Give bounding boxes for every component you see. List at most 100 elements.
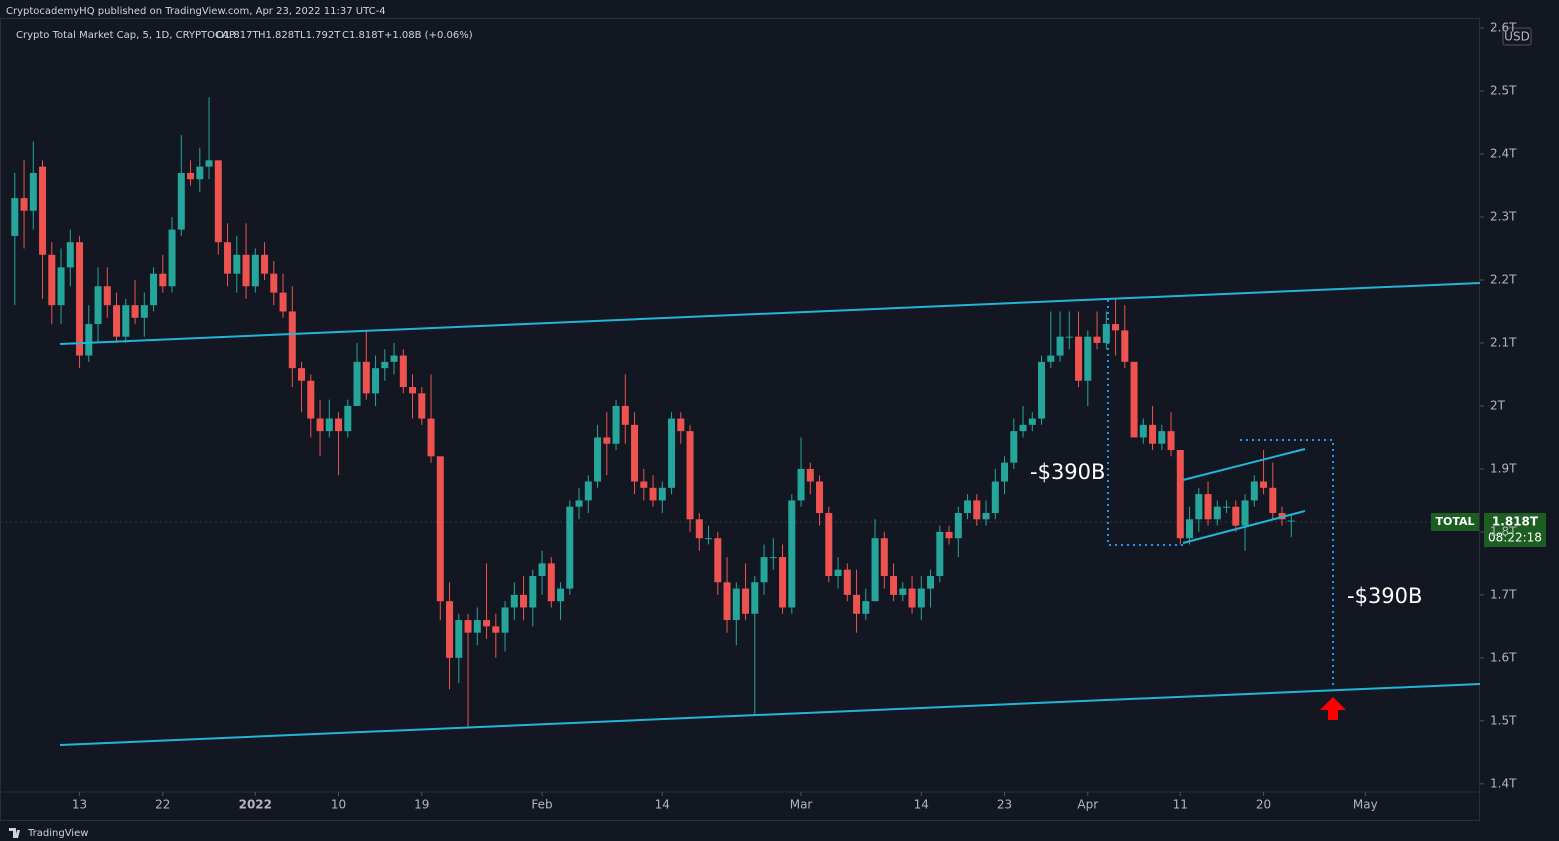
candle-body xyxy=(140,305,148,318)
candle-body xyxy=(1010,431,1018,463)
candle-body xyxy=(871,538,879,602)
candle-body xyxy=(1075,336,1083,381)
candle-body xyxy=(1149,424,1157,444)
candle-body xyxy=(964,500,972,514)
candle-body xyxy=(991,481,999,514)
candle-body xyxy=(806,468,814,482)
y-tick-label: 2.6T xyxy=(1490,21,1517,35)
price-tag-countdown: 08:22:18 xyxy=(1488,531,1542,545)
candle-body xyxy=(344,405,352,432)
ohlc-change: +1.08B (+0.06%) xyxy=(384,30,473,41)
candle-body xyxy=(603,437,611,444)
candle-body xyxy=(936,531,944,576)
x-tick-label: 14 xyxy=(914,798,929,812)
candle-body xyxy=(131,305,139,318)
candle-body xyxy=(427,418,435,457)
candle-body xyxy=(945,531,953,539)
x-tick-label: Mar xyxy=(790,798,813,812)
candle-body xyxy=(649,487,657,501)
x-tick-label: Apr xyxy=(1077,798,1098,812)
candle-body xyxy=(1186,519,1194,539)
candle-body xyxy=(1167,431,1175,451)
candle-body xyxy=(853,594,861,614)
measure-1 xyxy=(1107,300,1183,546)
candle-body xyxy=(899,588,907,595)
candle-body xyxy=(584,481,592,501)
x-tick-label: 22 xyxy=(155,798,170,812)
candle-body xyxy=(48,254,56,306)
ohlc-low: L1.792T xyxy=(300,30,341,41)
candle-body xyxy=(529,575,537,608)
candle-body xyxy=(677,418,685,432)
candle-body xyxy=(298,368,306,381)
candle-body xyxy=(196,166,204,180)
logo xyxy=(9,828,20,838)
ohlc-open: O1.817T xyxy=(216,30,259,41)
candle-body xyxy=(1093,336,1101,343)
candle-body xyxy=(834,569,842,576)
candle-body xyxy=(1250,481,1258,501)
candle-body xyxy=(732,588,740,621)
y-tick-label: 1.9T xyxy=(1490,461,1517,475)
candle-body xyxy=(1084,336,1092,381)
ohlc-high: H1.828T xyxy=(258,30,301,41)
candle-body xyxy=(1176,450,1184,539)
candle-body xyxy=(1195,494,1203,520)
candle-body xyxy=(362,361,370,394)
candle-body xyxy=(103,286,111,306)
x-tick-label: 13 xyxy=(72,798,87,812)
candle-body xyxy=(621,405,629,425)
candle-body xyxy=(205,160,213,167)
candle-body xyxy=(113,305,121,337)
candle-body xyxy=(1232,506,1240,526)
y-tick-label: 2.2T xyxy=(1490,272,1517,286)
y-tick-label: 2.3T xyxy=(1490,210,1517,224)
candles xyxy=(11,97,1295,728)
annotation: -$390B xyxy=(1030,460,1105,484)
candle-body xyxy=(917,588,925,608)
candle-body xyxy=(510,594,518,608)
candle-body xyxy=(538,563,546,576)
candle-body xyxy=(1019,424,1027,432)
candle-body xyxy=(954,513,962,539)
candle-body xyxy=(658,487,666,501)
y-tick-label: 1.7T xyxy=(1490,587,1517,601)
candle-body xyxy=(187,172,195,180)
ohlc-close: C1.818T xyxy=(342,30,385,41)
publisher: CryptocademyHQ published on TradingView.… xyxy=(6,6,386,17)
candle-body xyxy=(816,481,824,514)
candle-body xyxy=(547,563,555,602)
candle-body xyxy=(1056,336,1064,356)
symbol-tag-text: TOTAL xyxy=(1435,515,1474,528)
candle-body xyxy=(288,311,296,369)
candle-body xyxy=(566,506,574,589)
drawings xyxy=(59,282,1481,746)
x-tick-label: 23 xyxy=(997,798,1012,812)
symbol-tag xyxy=(1431,513,1479,531)
candle-body xyxy=(631,424,639,482)
candle-body xyxy=(335,418,343,432)
arrow-up xyxy=(1320,697,1346,720)
y-tick-label: 1.5T xyxy=(1490,713,1517,727)
candle-body xyxy=(57,267,65,306)
candle-body xyxy=(1028,418,1036,425)
candle-body xyxy=(1001,462,1009,482)
candle-body xyxy=(668,418,676,488)
candle-body xyxy=(1112,324,1120,331)
candle-body xyxy=(399,355,407,388)
candle-body xyxy=(769,557,777,559)
candle-body xyxy=(473,620,481,633)
y-tick-label: 2T xyxy=(1490,398,1506,412)
candle-body xyxy=(973,500,981,520)
currency-box xyxy=(1502,27,1532,46)
candle-body xyxy=(233,254,241,274)
candle-body xyxy=(1102,324,1110,343)
x-tick-label: 2022 xyxy=(239,798,272,812)
candle-body xyxy=(714,538,722,583)
x-tick-label: 10 xyxy=(331,798,346,812)
candle-body xyxy=(307,380,315,419)
candle-body xyxy=(501,607,509,633)
candle-body xyxy=(279,292,287,312)
candle-body xyxy=(390,355,398,362)
